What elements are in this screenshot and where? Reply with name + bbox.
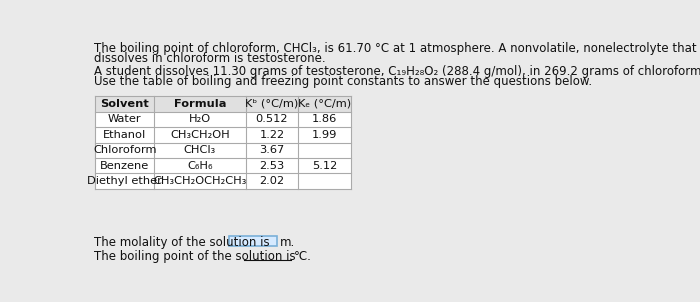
Text: 1.99: 1.99 — [312, 130, 337, 140]
Bar — [95, 96, 351, 189]
Text: CH₃CH₂OCH₂CH₃: CH₃CH₂OCH₂CH₃ — [153, 176, 246, 186]
Text: The molality of the solution is: The molality of the solution is — [94, 236, 270, 249]
Text: Formula: Formula — [174, 99, 226, 109]
Text: A student dissolves 11.30 grams of testosterone, C₁₉H₂₈O₂ (288.4 g/mol), in 269.: A student dissolves 11.30 grams of testo… — [94, 65, 700, 78]
Text: C₆H₆: C₆H₆ — [187, 161, 213, 171]
Text: Kₑ (°C/m): Kₑ (°C/m) — [298, 99, 351, 109]
Bar — [95, 96, 351, 112]
Text: 5.12: 5.12 — [312, 161, 337, 171]
Text: The boiling point of the solution is: The boiling point of the solution is — [94, 250, 295, 263]
Text: Water: Water — [108, 114, 141, 124]
Bar — [228, 236, 276, 246]
Text: CH₃CH₂OH: CH₃CH₂OH — [170, 130, 230, 140]
Text: CHCl₃: CHCl₃ — [183, 145, 216, 155]
Text: H₂O: H₂O — [189, 114, 211, 124]
Text: dissolves in chloroform is testosterone.: dissolves in chloroform is testosterone. — [94, 52, 326, 65]
Text: Use the table of boiling and freezing point constants to answer the questions be: Use the table of boiling and freezing po… — [94, 75, 592, 88]
Text: Ethanol: Ethanol — [103, 130, 146, 140]
Text: °C.: °C. — [294, 250, 312, 263]
Text: Chloroform: Chloroform — [93, 145, 156, 155]
Text: 1.86: 1.86 — [312, 114, 337, 124]
Text: 2.02: 2.02 — [260, 176, 284, 186]
Text: 0.512: 0.512 — [256, 114, 288, 124]
Text: Diethyl ether: Diethyl ether — [88, 176, 162, 186]
Text: 2.53: 2.53 — [259, 161, 285, 171]
Text: The boiling point of chloroform, CHCl₃, is 61.70 °C at 1 atmosphere. A nonvolati: The boiling point of chloroform, CHCl₃, … — [94, 42, 696, 55]
Text: 1.22: 1.22 — [260, 130, 284, 140]
Text: Benzene: Benzene — [100, 161, 149, 171]
Text: 3.67: 3.67 — [259, 145, 285, 155]
Text: Kᵇ (°C/m): Kᵇ (°C/m) — [245, 99, 299, 109]
Text: m.: m. — [280, 236, 295, 249]
Text: Solvent: Solvent — [100, 99, 149, 109]
